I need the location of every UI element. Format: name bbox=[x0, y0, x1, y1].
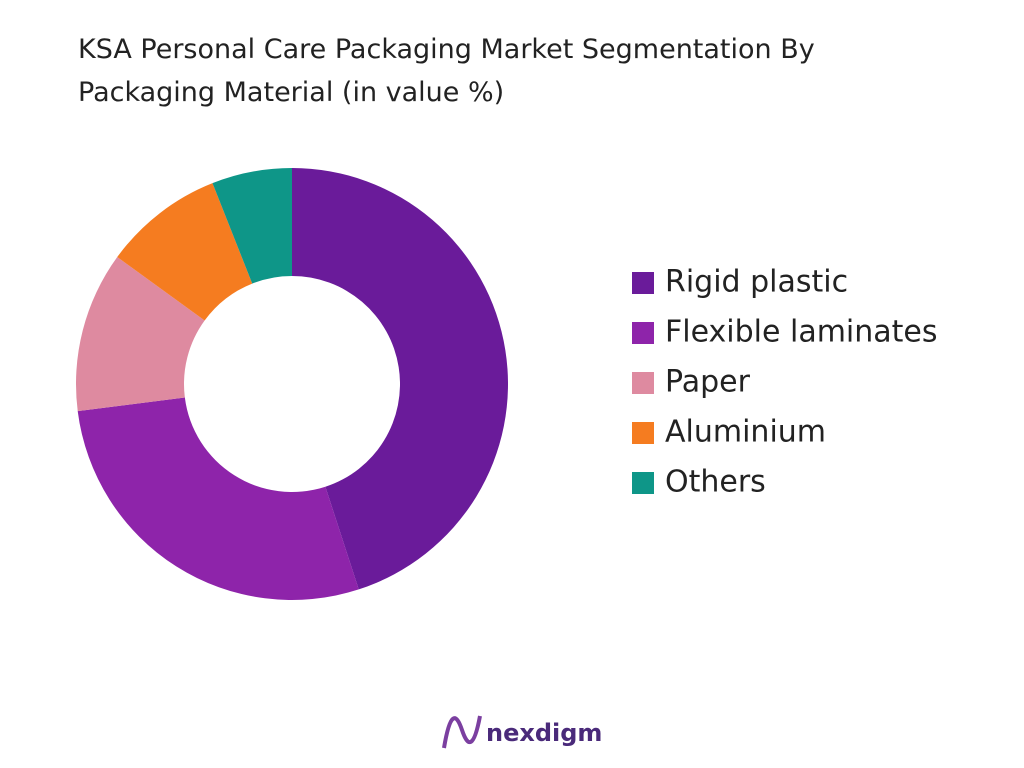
logo-text: nexdigm bbox=[486, 719, 602, 747]
donut-slice bbox=[292, 168, 509, 590]
legend-label: Aluminium bbox=[665, 415, 826, 450]
logo: nexdigm bbox=[442, 715, 602, 749]
legend-label: Others bbox=[665, 465, 766, 500]
legend-swatch bbox=[632, 322, 654, 344]
legend-swatch bbox=[632, 472, 654, 494]
legend-label: Paper bbox=[665, 365, 751, 400]
logo-mark bbox=[442, 715, 482, 749]
donut-slice bbox=[76, 257, 205, 412]
legend-swatch bbox=[632, 272, 654, 294]
chart-title: KSA Personal Care Packaging Market Segme… bbox=[78, 34, 815, 108]
legend-swatch bbox=[632, 372, 654, 394]
legend-swatch bbox=[632, 422, 654, 444]
donut-slice bbox=[212, 168, 292, 284]
legend-label: Rigid plastic bbox=[665, 265, 848, 300]
legend-label: Flexible laminates bbox=[665, 315, 938, 350]
donut-slice bbox=[77, 397, 359, 601]
donut-slice bbox=[117, 183, 253, 321]
